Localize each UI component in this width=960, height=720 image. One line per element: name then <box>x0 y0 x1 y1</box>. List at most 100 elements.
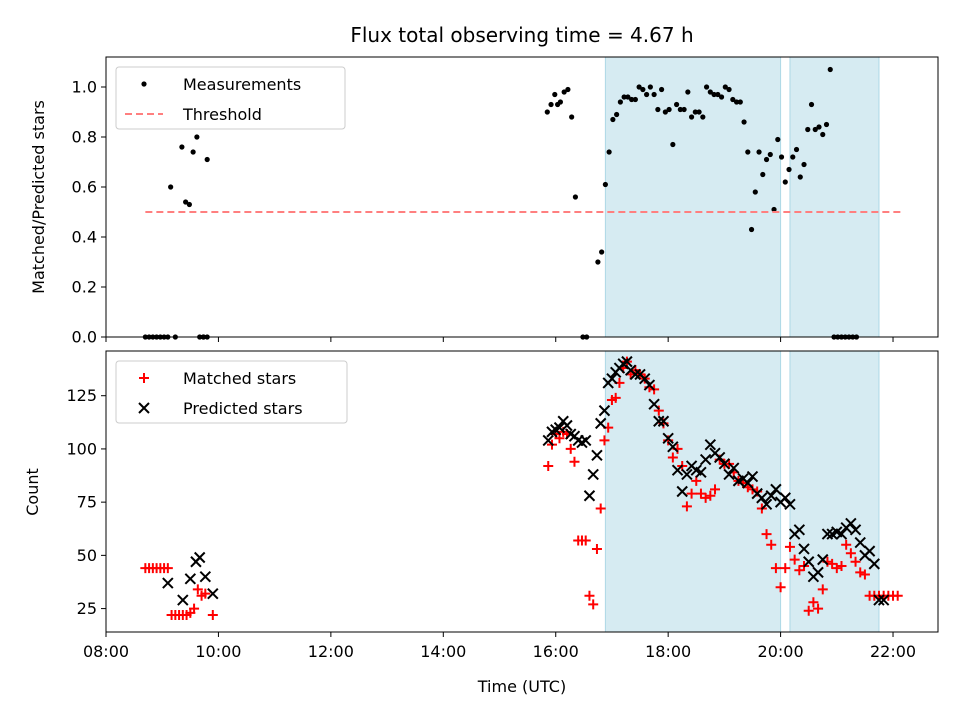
measurement-point <box>659 86 665 93</box>
matched-point <box>610 392 621 403</box>
matched-point <box>831 563 842 574</box>
predicted-point <box>193 551 206 564</box>
predicted-point <box>849 524 862 536</box>
predicted-point <box>580 434 592 447</box>
matched-point <box>761 529 772 540</box>
measurement-point <box>544 109 550 115</box>
matched-point <box>189 603 200 614</box>
measurement-point <box>569 114 575 120</box>
measurement-point <box>670 141 676 148</box>
matched-point <box>710 484 721 495</box>
x-tick-label: 22:00 <box>870 642 916 661</box>
bottom-panel: 25 50 75 100 125 08:00 10:00 12:00 14:00 16:00 18:… <box>66 350 939 661</box>
matched-point <box>595 503 606 514</box>
x-tick-label: 18:00 <box>645 642 691 661</box>
measurement-point <box>610 116 616 123</box>
measurement-point <box>722 84 728 90</box>
measurement-point <box>681 106 687 113</box>
matched-point <box>554 433 565 444</box>
measurement-point <box>820 131 826 138</box>
legend-box <box>115 360 348 424</box>
measurement-point <box>194 134 200 140</box>
predicted-point <box>765 490 777 502</box>
x-tick-label: 12:00 <box>308 642 354 661</box>
matched-point <box>599 435 610 446</box>
measurement-point <box>557 99 564 105</box>
y-tick-label: 75 <box>77 493 97 512</box>
measurement-point <box>771 206 777 213</box>
matched-point <box>766 539 777 550</box>
measurement-point <box>548 101 554 108</box>
measurement-point <box>703 84 710 90</box>
predicted-point <box>162 577 174 589</box>
measurement-point <box>745 149 751 155</box>
measurement-point <box>778 154 785 160</box>
predicted-point <box>542 434 554 447</box>
predicted-point <box>583 490 596 502</box>
measurement-point <box>797 174 803 180</box>
matched-point <box>681 501 692 512</box>
measurement-point <box>700 114 706 120</box>
measurement-point <box>651 91 657 98</box>
measurement-point <box>718 94 725 100</box>
predicted-point <box>723 468 735 481</box>
predicted-point <box>798 543 810 555</box>
measurement-point <box>662 109 668 115</box>
measurement-point <box>801 161 807 168</box>
y-tick-label: 100 <box>66 439 97 458</box>
matched-point <box>207 609 218 620</box>
predicted-point <box>695 466 707 479</box>
predicted-point <box>657 415 670 427</box>
predicted-point <box>835 528 848 540</box>
predicted-point <box>704 438 717 451</box>
predicted-point <box>802 556 815 568</box>
measurement-point <box>763 156 770 163</box>
measurement-point <box>204 156 210 163</box>
predicted-point <box>742 477 754 489</box>
measurement-point <box>816 124 822 130</box>
legend-box <box>115 66 346 130</box>
legend-swatch <box>139 373 149 383</box>
measurement-point <box>823 121 830 128</box>
matched-point <box>588 599 599 610</box>
matched-point <box>200 588 211 599</box>
measurement-point <box>636 84 642 90</box>
measurement-point <box>715 91 721 98</box>
measurement-point <box>737 99 743 105</box>
top-y-axis-label: Matched/Predicted stars <box>29 100 48 294</box>
predicted-point <box>779 492 791 504</box>
measurement-point <box>655 106 661 113</box>
measurement-point <box>730 96 736 103</box>
measurement-point <box>552 91 558 98</box>
predicted-point <box>760 498 773 510</box>
measurement-point <box>748 226 755 233</box>
matched-point <box>817 584 828 595</box>
predicted-point <box>817 553 829 566</box>
predicted-point <box>746 470 759 483</box>
matched-point <box>836 561 847 572</box>
matched-point <box>892 590 903 601</box>
matched-point <box>705 490 716 501</box>
measurement-point <box>561 89 567 95</box>
legend-swatch <box>141 81 147 87</box>
measurement-point <box>190 149 196 155</box>
predicted-point <box>594 417 607 430</box>
measurement-point <box>644 91 650 98</box>
predicted-point <box>591 449 603 462</box>
measurement-point <box>632 96 638 103</box>
legend-label: Threshold <box>182 105 262 124</box>
y-tick-label: 1.0 <box>72 78 97 97</box>
matched-point <box>841 539 852 550</box>
matched-point <box>775 582 786 593</box>
legend-label: Predicted stars <box>183 399 303 418</box>
legend-label: Matched stars <box>183 369 296 388</box>
x-tick-label: 20:00 <box>758 642 804 661</box>
top-panel: 0.0 0.2 0.4 0.6 0.8 1.0 Measurements Threshold <box>72 56 939 347</box>
measurement-point <box>647 84 653 90</box>
matched-point <box>700 492 711 503</box>
measurement-point <box>625 94 631 100</box>
predicted-point <box>177 594 189 606</box>
predicted-point <box>728 462 740 474</box>
measurement-point <box>752 189 758 195</box>
predicted-point <box>770 483 782 496</box>
